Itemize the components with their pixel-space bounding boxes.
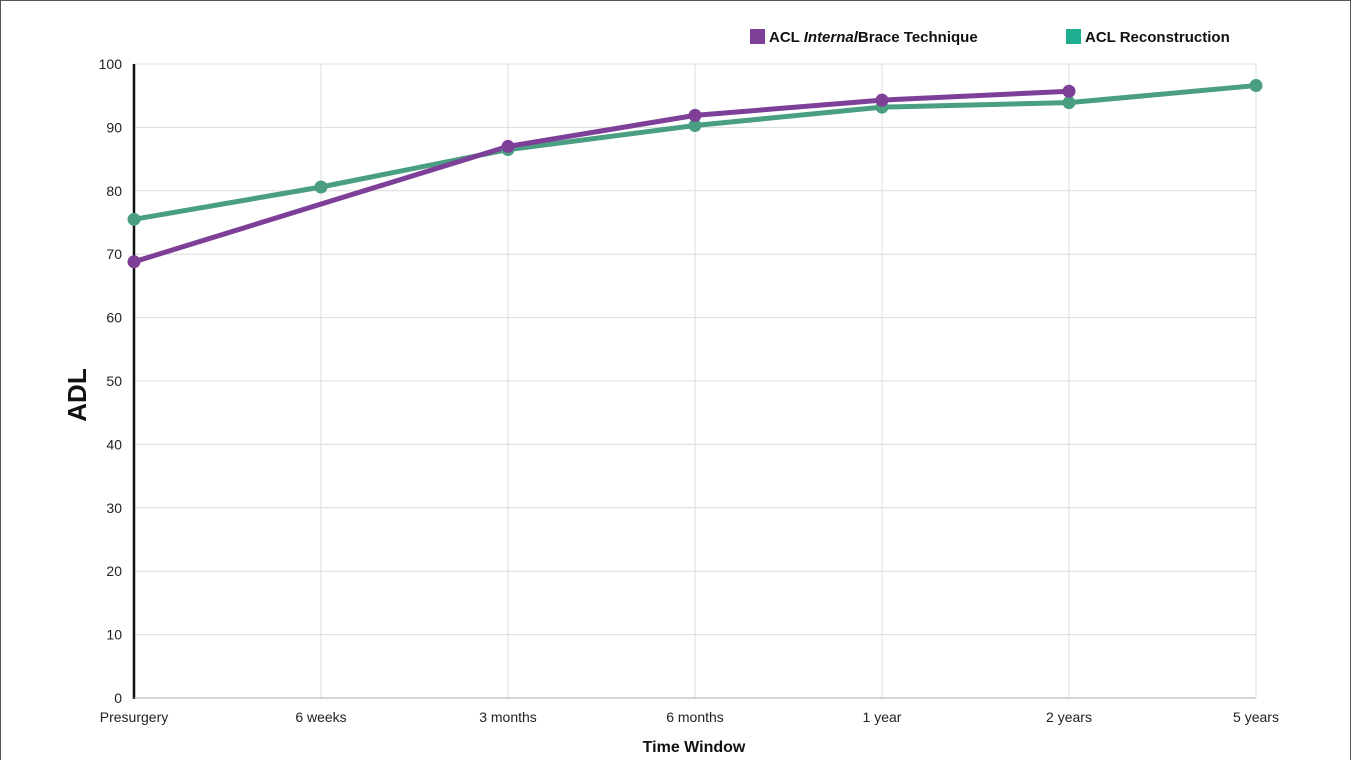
x-axis-title: Time Window [643,739,746,756]
series-points [127,79,1263,269]
x-tick-label: 1 year [863,709,902,725]
y-axis-title: ADL [62,368,92,422]
legend-item-reconstruction: ACL Reconstruction [1066,29,1230,46]
data-point [875,93,889,107]
x-tick-label: 6 months [666,709,724,725]
y-tick-label: 40 [106,436,122,452]
data-point [501,139,515,153]
x-tick-label: 3 months [479,709,537,725]
data-point [127,255,141,269]
legend-label-reconstruction: ACL Reconstruction [1085,29,1230,46]
x-tick-label: Presurgery [100,709,168,725]
y-tick-label: 10 [106,627,122,643]
data-point [127,212,141,226]
legend-item-internalbrace: ACL InternalBrace Technique [750,29,978,46]
y-axis: 0 10 20 30 40 50 60 70 80 90 100 [99,56,136,706]
data-point [688,108,702,122]
x-tick-label: 6 weeks [295,709,346,725]
y-tick-label: 80 [106,183,122,199]
legend-swatch-internalbrace [750,29,765,44]
data-point [688,118,702,132]
y-tick-label: 100 [99,56,123,72]
series-line-0 [131,88,1072,265]
legend: ACL InternalBrace Technique ACL Reconstr… [750,29,1230,46]
y-tick-label: 50 [106,373,122,389]
gridlines [134,63,1257,698]
y-tick-label: 60 [106,310,122,326]
legend-label-part-1: ACL [769,29,804,46]
y-tick-label: 30 [106,500,122,516]
legend-label-internalbrace: ACL InternalBrace Technique [769,29,978,46]
y-tick-label: 20 [106,563,122,579]
y-tick-label: 90 [106,119,122,135]
data-point [1062,96,1076,110]
x-tick-label: 5 years [1233,709,1279,725]
x-tick-label: 2 years [1046,709,1092,725]
data-point [1249,79,1263,93]
y-tick-label: 70 [106,246,122,262]
data-point [314,180,328,194]
data-point [1062,84,1076,98]
y-tick-label: 0 [114,690,122,706]
legend-label-part-italic: Internal [804,29,859,46]
legend-label-part-3: Brace Technique [858,29,978,46]
legend-swatch-reconstruction [1066,29,1081,44]
x-axis: Presurgery 6 weeks 3 months 6 months 1 year 2… [100,697,1279,725]
